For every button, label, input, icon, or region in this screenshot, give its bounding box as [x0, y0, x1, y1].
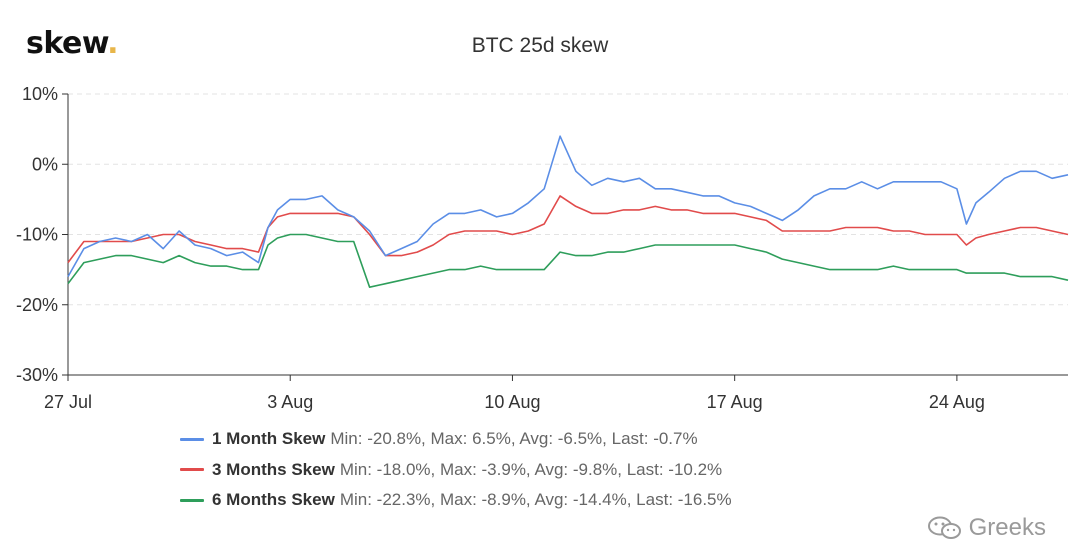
legend-label-6-months: 6 Months Skew — [212, 490, 335, 510]
skew-logo: skew. — [26, 26, 119, 61]
y-tick-label: -10% — [16, 225, 58, 245]
watermark-text: Greeks — [968, 514, 1046, 541]
axis-layer: 10% 0% -10% -20% -30% 27 Jul 3 Aug 10 Aug 17 Aug… — [16, 84, 1068, 412]
series-line-six-months — [67, 233, 1069, 289]
series-layer — [67, 135, 1069, 289]
x-tick-label: 10 Aug — [484, 392, 540, 412]
y-tick-label: -30% — [16, 365, 58, 385]
y-tick-label: -20% — [16, 295, 58, 315]
grid-layer — [68, 93, 1068, 306]
legend-swatch-3-months — [180, 468, 204, 472]
wechat-icon — [927, 516, 961, 539]
legend: 1 Month Skew Min: -20.8%, Max: 6.5%, Avg… — [180, 424, 732, 516]
x-tick-label: 3 Aug — [267, 392, 313, 412]
series-line-three-months — [67, 195, 1069, 264]
y-tick-label: 0% — [32, 154, 58, 174]
legend-swatch-1-month — [180, 437, 204, 441]
x-tick-label: 24 Aug — [929, 392, 985, 412]
logo-text: skew — [26, 26, 108, 61]
legend-label-1-month: 1 Month Skew — [212, 429, 326, 449]
legend-stats-6-months: Min: -22.3%, Max: -8.9%, Avg: -14.4%, La… — [339, 490, 732, 510]
x-tick-label: 27 Jul — [44, 392, 92, 412]
watermark: Greeks — [927, 514, 1046, 542]
legend-item-3-months[interactable]: 3 Months Skew Min: -18.0%, Max: -3.9%, A… — [180, 455, 732, 486]
legend-swatch-6-months — [180, 498, 204, 502]
legend-label-3-months: 3 Months Skew — [212, 459, 335, 479]
legend-item-6-months[interactable]: 6 Months Skew Min: -22.3%, Max: -8.9%, A… — [180, 485, 732, 516]
series-line-one-month — [67, 135, 1069, 277]
legend-stats-3-months: Min: -18.0%, Max: -3.9%, Avg: -9.8%, Las… — [339, 459, 723, 479]
legend-item-1-month[interactable]: 1 Month Skew Min: -20.8%, Max: 6.5%, Avg… — [180, 424, 732, 455]
logo-dot: . — [107, 26, 119, 61]
y-tick-label: 10% — [22, 84, 58, 104]
chart-title: BTC 25d skew — [471, 34, 609, 57]
x-tick-label: 17 Aug — [707, 392, 763, 412]
legend-stats-1-month: Min: -20.8%, Max: 6.5%, Avg: -6.5%, Last… — [330, 429, 698, 449]
